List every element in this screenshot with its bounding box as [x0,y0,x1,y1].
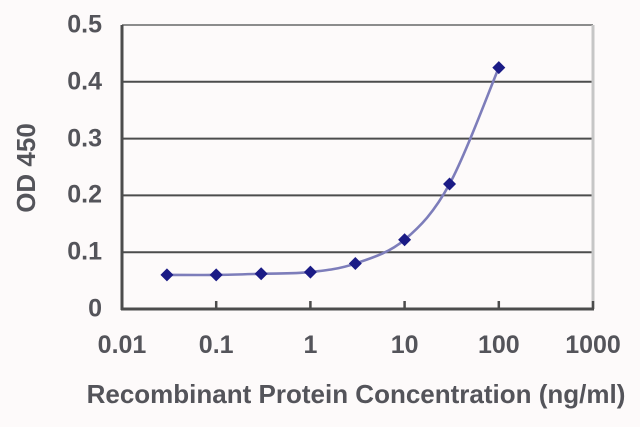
x-tick-label: 100 [477,331,520,359]
data-point-diamond [492,61,506,75]
data-point-diamond [209,268,223,282]
y-tick-label: 0 [88,294,102,323]
plot-border [120,24,595,311]
y-tick-label: 0.1 [67,237,102,266]
axis-tick-marks [120,301,595,309]
y-tick-label: 0.3 [67,124,102,153]
y-tick-label: 0.4 [67,67,102,96]
x-tick-label: 10 [390,331,419,359]
x-tick-label: 0.01 [97,331,147,359]
x-axis-title: Recombinant Protein Concentration (ng/ml… [86,379,626,409]
data-curve [165,66,501,277]
gridlines [122,80,593,254]
data-point-diamond [254,267,268,281]
y-tick-label: 0.5 [67,10,102,39]
x-tick-label: 1000 [565,331,621,359]
y-tick-label: 0.2 [67,180,102,209]
data-point-diamond [303,265,317,279]
data-point-diamond [398,233,412,247]
series-line [165,66,501,277]
data-point-diamond [348,257,362,271]
data-point-markers [160,61,506,282]
x-tick-label: 0.1 [198,331,234,359]
y-axis-title: OD 450 [11,123,41,213]
x-tick-label: 1 [303,331,318,359]
data-point-diamond [160,268,174,282]
data-point-diamond [443,177,457,191]
